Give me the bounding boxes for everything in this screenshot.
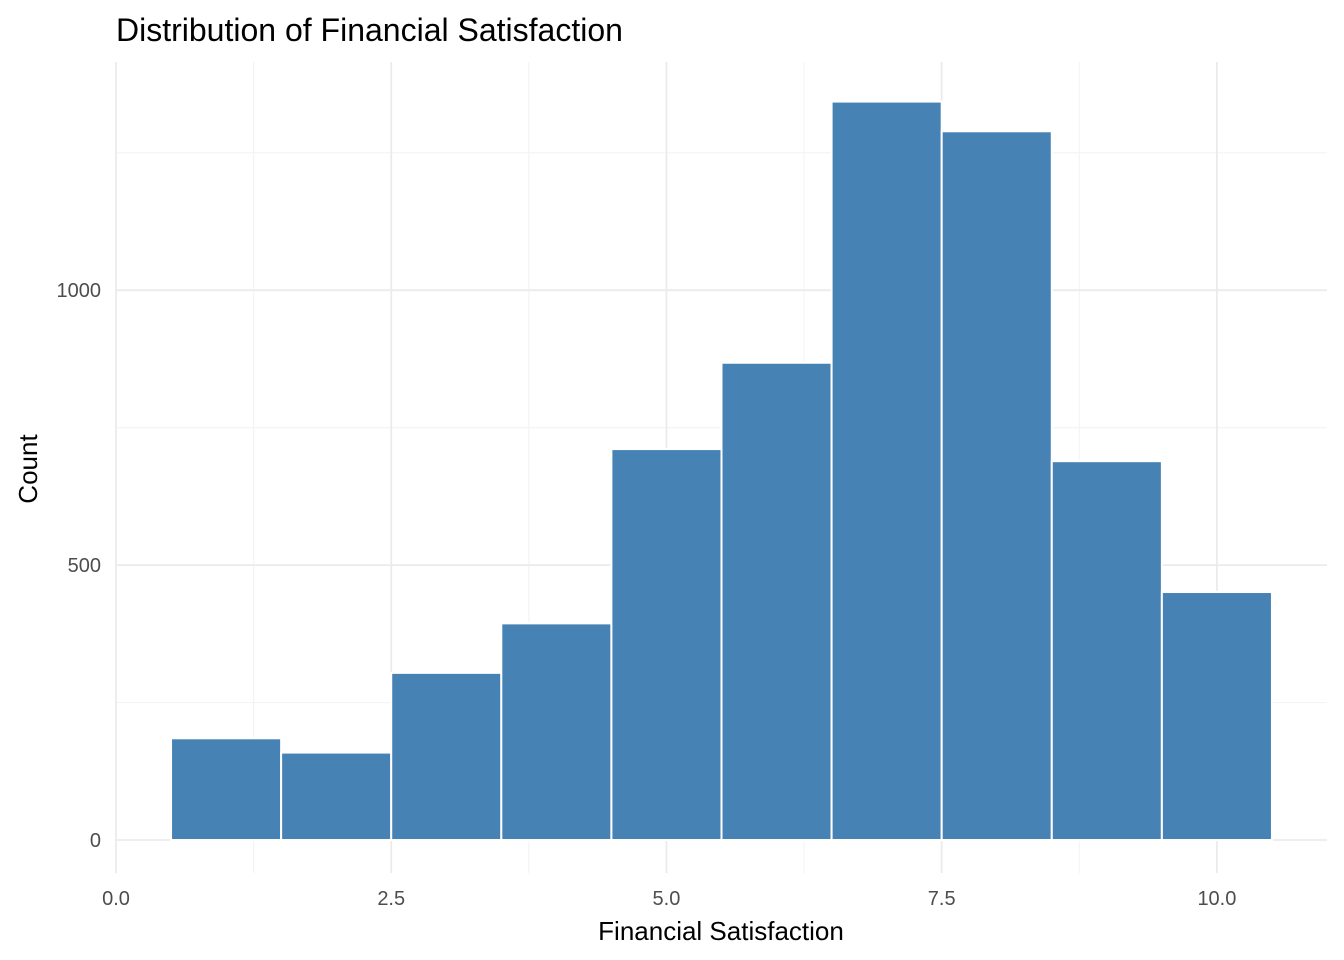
y-tick-label: 1000 bbox=[57, 280, 102, 302]
x-axis-title: Financial Satisfaction bbox=[598, 916, 844, 946]
chart-title: Distribution of Financial Satisfaction bbox=[116, 12, 623, 48]
histogram-bar bbox=[390, 671, 503, 842]
x-tick-label: 10.0 bbox=[1197, 888, 1236, 910]
y-axis-title: Count bbox=[13, 434, 43, 504]
y-tick-label: 500 bbox=[68, 555, 101, 577]
histogram-bar bbox=[610, 448, 723, 842]
x-tick-label: 0.0 bbox=[102, 888, 130, 910]
histogram-bar bbox=[940, 130, 1053, 842]
x-tick-label: 5.0 bbox=[653, 888, 681, 910]
x-axis-ticks: 0.0 2.5 5.0 7.5 10.0 bbox=[102, 888, 1236, 910]
histogram-bar bbox=[1160, 591, 1273, 842]
histogram-bar bbox=[720, 361, 833, 842]
histogram-bar bbox=[500, 622, 613, 842]
histogram-bar bbox=[280, 751, 393, 842]
x-tick-label: 7.5 bbox=[928, 888, 956, 910]
histogram-bars bbox=[170, 100, 1273, 842]
x-tick-label: 2.5 bbox=[377, 888, 405, 910]
histogram-bar bbox=[170, 737, 283, 842]
histogram-bar bbox=[830, 100, 943, 842]
y-tick-label: 0 bbox=[90, 830, 101, 852]
histogram-bar bbox=[1050, 460, 1163, 842]
y-axis-ticks: 0 500 1000 bbox=[57, 280, 102, 852]
